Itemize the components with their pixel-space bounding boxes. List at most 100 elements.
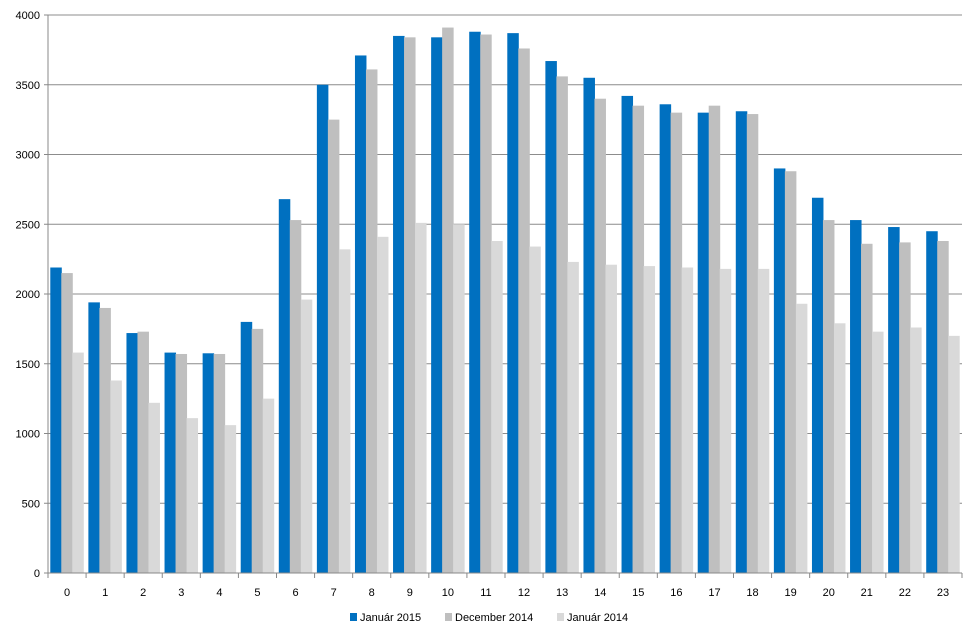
- gridlines: [48, 14, 962, 504]
- bar: [697, 112, 710, 574]
- bar: [88, 302, 100, 573]
- bar: [872, 331, 884, 573]
- bar: [632, 105, 645, 574]
- bar: [773, 168, 786, 573]
- bar: [327, 119, 340, 574]
- y-tick-label: 500: [22, 498, 40, 510]
- y-tick-label: 3000: [16, 150, 40, 162]
- x-tick-label: 13: [556, 587, 568, 599]
- x-tick-label: 16: [670, 587, 682, 599]
- bar: [251, 328, 264, 574]
- y-tick-label: 4000: [16, 10, 40, 22]
- bar: [50, 267, 62, 573]
- bar: [442, 27, 454, 574]
- bar: [393, 35, 405, 574]
- bar: [719, 268, 732, 573]
- bar: [61, 273, 73, 573]
- bar: [469, 31, 481, 574]
- bar: [415, 222, 427, 574]
- legend-label: December 2014: [455, 612, 533, 624]
- y-tick-label: 1000: [16, 429, 40, 441]
- bar: [948, 335, 960, 573]
- bar: [480, 34, 492, 573]
- bar: [354, 55, 367, 573]
- x-tick-label: 8: [369, 587, 375, 599]
- y-tick-label: 1500: [16, 359, 40, 371]
- legend-swatch: [350, 613, 357, 621]
- y-tick-label: 2500: [16, 219, 40, 231]
- bar: [735, 111, 748, 573]
- bar: [681, 267, 694, 573]
- y-tick-label: 2000: [16, 289, 40, 301]
- bar: [507, 33, 519, 573]
- x-tick-label: 19: [785, 587, 797, 599]
- x-tick-label: 21: [861, 587, 873, 599]
- x-tick-label: 23: [937, 587, 949, 599]
- bar: [278, 199, 291, 573]
- bar: [240, 321, 253, 573]
- legend-label: Január 2014: [567, 612, 628, 624]
- bar: [605, 264, 617, 573]
- bar: [137, 331, 149, 573]
- bar: [175, 353, 188, 573]
- legend-swatch: [557, 613, 564, 621]
- bar: [567, 261, 579, 573]
- bar: [757, 268, 770, 573]
- x-tick-label: 9: [407, 587, 413, 599]
- legend: Január 2015 December 2014 Január 2014: [350, 612, 628, 624]
- y-axis-ticks: 0 500 1000 1500 2000 2500 3000 3500 4000: [16, 10, 48, 580]
- x-tick-label: 14: [594, 587, 606, 599]
- x-tick-label: 3: [178, 587, 184, 599]
- bars: [50, 27, 960, 574]
- bar: [822, 220, 835, 573]
- x-tick-label: 0: [64, 587, 70, 599]
- legend-label: Január 2015: [360, 612, 421, 624]
- bar: [224, 425, 237, 573]
- x-tick-label: 11: [480, 587, 491, 599]
- bar: [746, 114, 759, 574]
- x-tick-label: 7: [331, 587, 337, 599]
- bar: [491, 240, 503, 574]
- x-tick-label: 4: [216, 587, 222, 599]
- bar: [850, 220, 862, 573]
- x-tick-label: 12: [518, 587, 530, 599]
- bar: [202, 353, 215, 573]
- x-tick-label: 5: [254, 587, 260, 599]
- bar: [899, 242, 911, 573]
- bar: [910, 327, 922, 573]
- bar: [545, 61, 557, 573]
- bar: [148, 402, 160, 573]
- bar: [186, 418, 199, 573]
- bar: [795, 303, 808, 573]
- bar: [289, 220, 302, 573]
- bar: [99, 307, 111, 573]
- bar: [431, 37, 443, 573]
- x-tick-label: 17: [708, 587, 720, 599]
- bar: [126, 333, 138, 573]
- x-tick-label: 20: [823, 587, 835, 599]
- bar: [529, 246, 541, 573]
- x-tick-label: 1: [102, 587, 108, 599]
- y-tick-label: 0: [34, 568, 40, 580]
- bar: [518, 48, 530, 574]
- bar: [453, 224, 465, 573]
- legend-swatch: [445, 613, 452, 621]
- x-tick-label: 18: [746, 587, 758, 599]
- bar: [811, 197, 824, 573]
- bar: [583, 77, 595, 573]
- x-axis-ticks: 0 1 2 3 4 5 6 7 8 9 10 11 12 13 14 15 16 17 18 19 20 21 22 23: [47, 573, 963, 599]
- bar: [338, 249, 351, 574]
- x-tick-label: 2: [140, 587, 146, 599]
- bar: [708, 105, 721, 574]
- bar: [888, 227, 900, 574]
- bar: [262, 398, 275, 574]
- bar: [937, 240, 949, 574]
- bar: [300, 299, 313, 573]
- bar: [926, 231, 938, 573]
- bar: [316, 84, 329, 573]
- x-tick-label: 6: [292, 587, 298, 599]
- bar: [833, 323, 846, 573]
- bar: [594, 98, 606, 573]
- bar: [556, 76, 568, 573]
- bar: [670, 112, 683, 574]
